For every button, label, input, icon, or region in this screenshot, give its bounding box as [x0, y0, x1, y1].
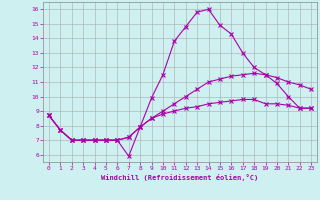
- X-axis label: Windchill (Refroidissement éolien,°C): Windchill (Refroidissement éolien,°C): [101, 174, 259, 181]
